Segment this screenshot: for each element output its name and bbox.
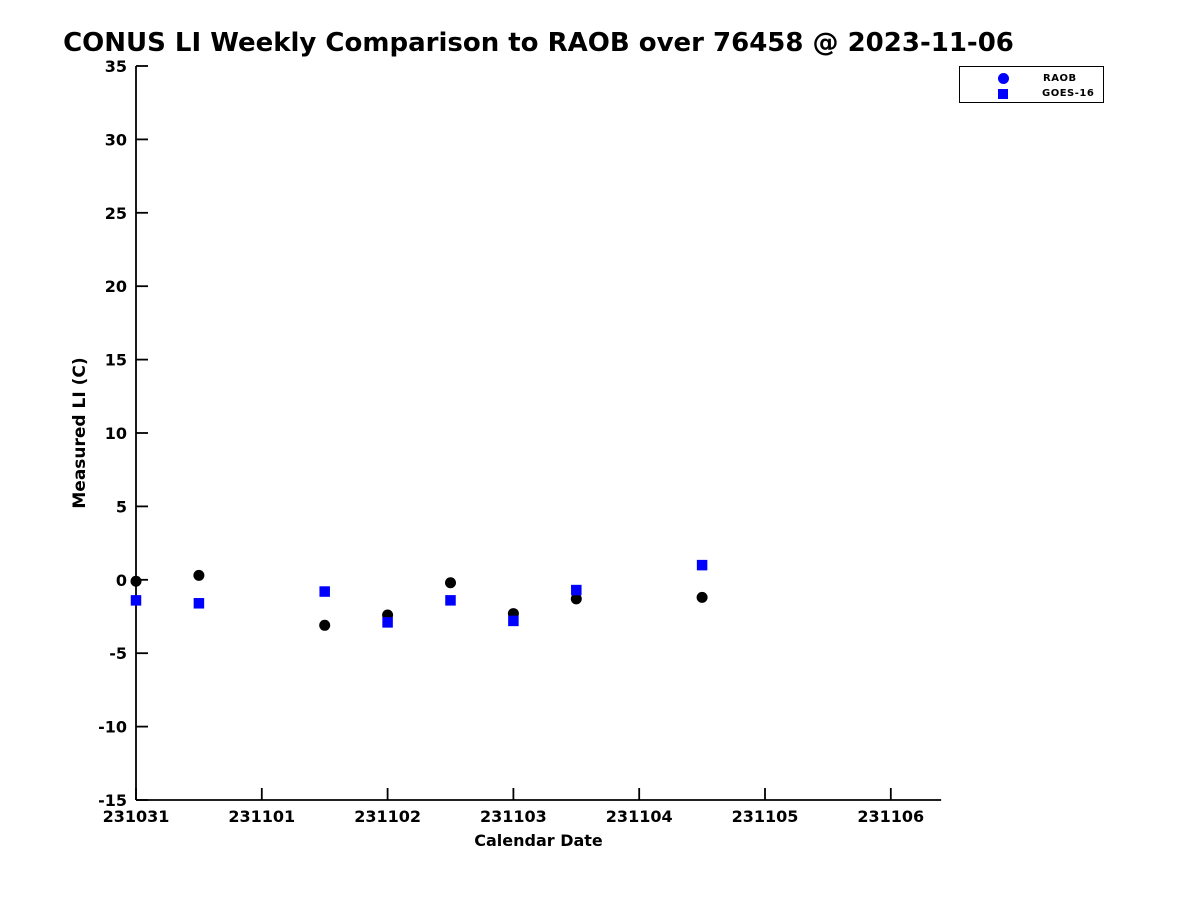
legend-goes16-label: GOES-16	[1042, 88, 1095, 99]
y-axis-label: Measured LI (C)	[70, 357, 90, 509]
goes16-point	[319, 586, 330, 597]
y-tick-label: 0	[116, 571, 127, 590]
goes16-point	[696, 559, 708, 571]
goes16-point	[382, 617, 393, 628]
goes16-point	[508, 615, 519, 627]
x-tick-label: 231102	[354, 807, 421, 826]
y-tick-label: 10	[105, 424, 127, 443]
y-tick-label: -15	[98, 791, 127, 810]
x-tick-label: 231101	[228, 807, 295, 826]
raob-point	[193, 569, 205, 581]
y-tick-label: 30	[105, 130, 127, 149]
raob-point	[319, 619, 331, 631]
legend-item-raob: RAOB	[960, 71, 1103, 86]
y-tick-label: 20	[105, 277, 127, 296]
y-tick-label: 5	[116, 497, 127, 516]
raob-point	[570, 593, 582, 605]
raob-point	[445, 577, 456, 589]
y-tick-label: 15	[105, 351, 127, 370]
x-tick-label: 231105	[732, 807, 799, 826]
goes16-point	[571, 584, 582, 596]
x-tick-label: 231106	[857, 807, 924, 826]
x-tick-label: 231104	[606, 807, 673, 826]
legend-raob-label: RAOB	[1043, 73, 1077, 84]
legend-goes16-square-icon	[998, 88, 1008, 99]
goes16-point	[193, 598, 205, 609]
x-tick-label: 231031	[103, 807, 170, 826]
x-tick-label: 231103	[480, 807, 547, 826]
goes16-point	[445, 595, 456, 606]
y-tick-label: 35	[105, 57, 127, 76]
y-tick-label: 25	[105, 204, 127, 223]
raob-point	[696, 591, 708, 603]
chart-title: CONUS LI Weekly Comparison to RAOB over …	[63, 28, 1014, 58]
legend-item-goes16: GOES-16	[960, 86, 1103, 101]
x-axis-label: Calendar Date	[474, 831, 603, 850]
y-tick-label: -5	[109, 644, 127, 663]
legend-raob-circle-icon	[998, 73, 1009, 84]
legend: RAOB GOES-16	[959, 66, 1104, 103]
raob-point	[130, 575, 142, 587]
goes16-point	[130, 595, 142, 606]
y-tick-label: -10	[98, 718, 127, 737]
